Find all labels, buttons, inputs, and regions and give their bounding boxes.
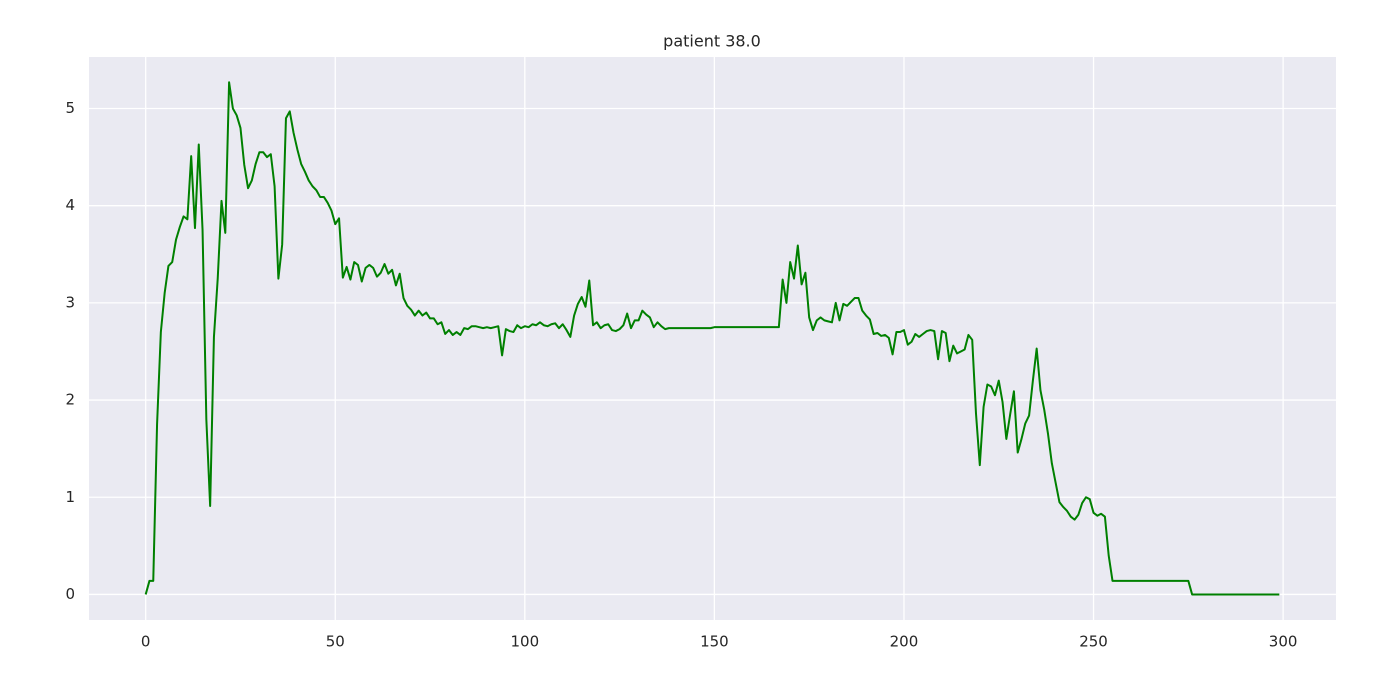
x-tick-label: 250 — [1079, 633, 1108, 651]
y-tick-label: 5 — [65, 99, 75, 117]
y-tick-label: 2 — [65, 391, 75, 409]
chart-title: patient 38.0 — [663, 32, 761, 51]
x-tick-label: 50 — [326, 633, 345, 651]
plot-area — [89, 57, 1336, 620]
y-tick-label: 0 — [65, 585, 75, 603]
x-tick-label: 200 — [890, 633, 919, 651]
x-tick-label: 0 — [141, 633, 151, 651]
y-tick-label: 1 — [65, 488, 75, 506]
y-tick-label: 3 — [65, 293, 75, 311]
data-line — [144, 81, 1280, 596]
x-tick-label: 100 — [511, 633, 540, 651]
x-tick-label: 150 — [700, 633, 729, 651]
x-tick-label: 300 — [1269, 633, 1298, 651]
y-tick-label: 4 — [65, 196, 75, 214]
